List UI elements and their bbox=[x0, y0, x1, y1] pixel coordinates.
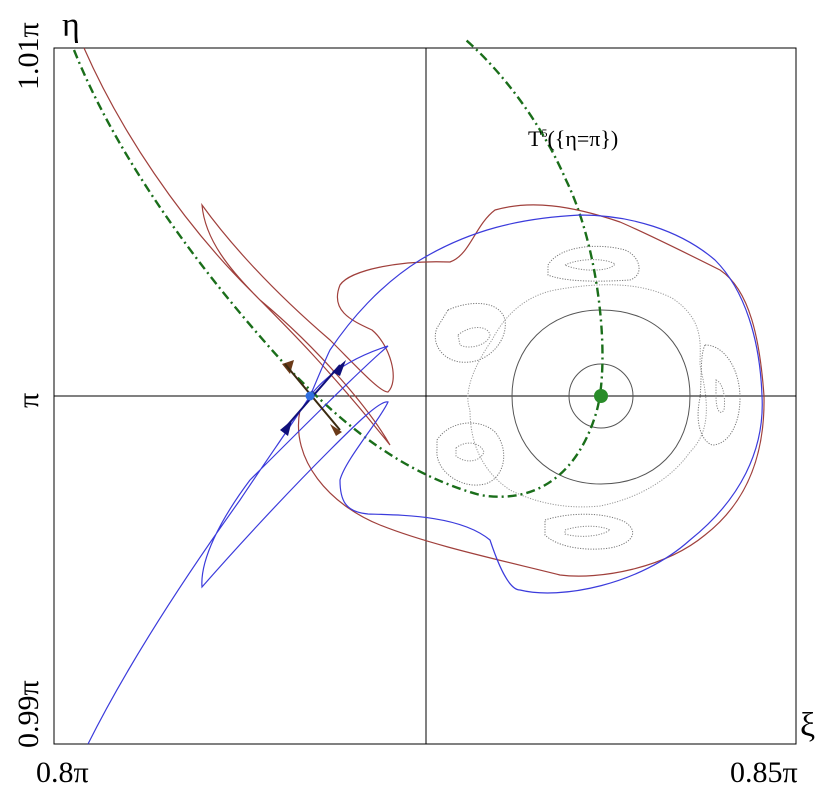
x-tick-right: 0.85π bbox=[730, 756, 798, 788]
island-left-lower-inner bbox=[455, 442, 485, 462]
orbit-inner bbox=[568, 363, 634, 429]
iterated-line-curve bbox=[72, 39, 604, 498]
y-tick-bottom: 0.99π bbox=[12, 680, 45, 748]
stable-arrow-upper-icon bbox=[332, 360, 346, 376]
island-bottom bbox=[544, 513, 634, 550]
unstable-manifold-curve bbox=[83, 47, 765, 577]
y-tick-top: 1.01π bbox=[12, 22, 45, 90]
stable-manifold-curve bbox=[87, 214, 763, 745]
orbit-outer-pentagonal bbox=[467, 284, 707, 508]
island-top-inner bbox=[563, 259, 616, 271]
island-left-lower bbox=[436, 422, 505, 486]
y-tick-mid: π bbox=[12, 393, 45, 408]
orbit-middle bbox=[511, 309, 691, 485]
iterated-line-label: T5({η=π}) bbox=[528, 126, 618, 151]
invariant-orbits bbox=[434, 245, 741, 550]
unstable-arrow-lower-icon bbox=[330, 424, 342, 436]
y-axis-symbol: η bbox=[62, 7, 80, 44]
island-right bbox=[697, 344, 741, 446]
x-tick-left: 0.8π bbox=[36, 756, 89, 788]
island-bottom-inner bbox=[564, 525, 611, 537]
island-left-upper bbox=[434, 302, 506, 363]
island-left-upper-inner bbox=[457, 327, 491, 348]
island-right-inner bbox=[715, 379, 725, 413]
x-axis-symbol: ξ bbox=[800, 707, 815, 744]
hyperbolic-fixed-point bbox=[305, 391, 315, 401]
elliptic-fixed-point bbox=[594, 389, 608, 403]
